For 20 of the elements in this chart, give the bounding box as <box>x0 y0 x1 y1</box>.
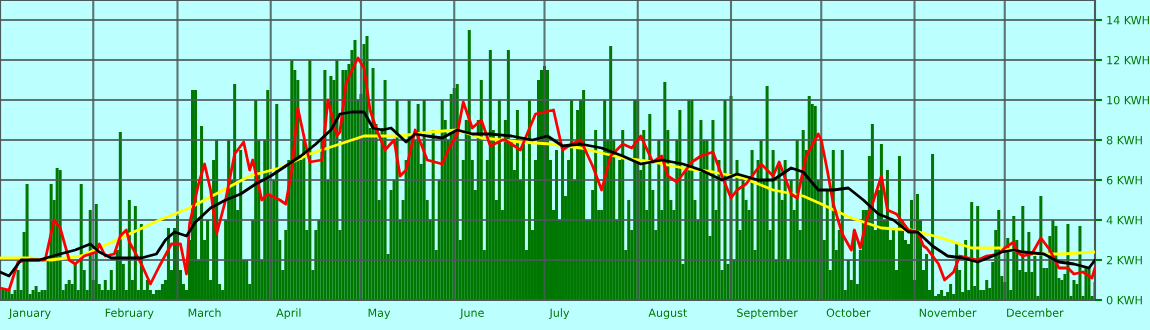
y-tick-label: 4 KWH <box>1106 216 1142 225</box>
x-tick-label: July <box>548 308 570 320</box>
x-tick-label: December <box>1007 308 1064 317</box>
y-tick-label: 0 KWH <box>1106 295 1142 305</box>
x-tick-label: February <box>105 308 154 320</box>
x-tick-label: October <box>826 308 871 317</box>
x-tick-label: August <box>648 308 688 320</box>
x-tick-label: November <box>919 308 977 317</box>
x-tick-label: March <box>188 308 221 317</box>
x-tick-label: January <box>8 308 51 320</box>
x-tick-label: June <box>459 308 484 319</box>
x-tick-label: September <box>737 308 798 320</box>
x-tick-label: May <box>368 308 391 320</box>
x-tick-label: April <box>276 308 301 320</box>
y-tick-label: 12 KWH <box>1107 55 1149 65</box>
y-tick-label: 8 KWH <box>1106 135 1142 145</box>
y-tick-label: 6 KWH <box>1106 175 1142 185</box>
y-tick-label: 10 KWH <box>1107 95 1149 105</box>
y-tick-label: 2 KWH <box>1106 255 1142 265</box>
y-tick-label: 14 KWH <box>1107 16 1149 25</box>
